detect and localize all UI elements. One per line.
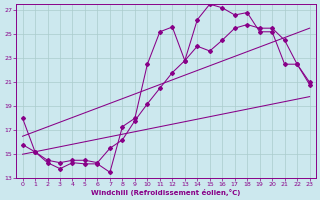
X-axis label: Windchill (Refroidissement éolien,°C): Windchill (Refroidissement éolien,°C) bbox=[92, 189, 241, 196]
